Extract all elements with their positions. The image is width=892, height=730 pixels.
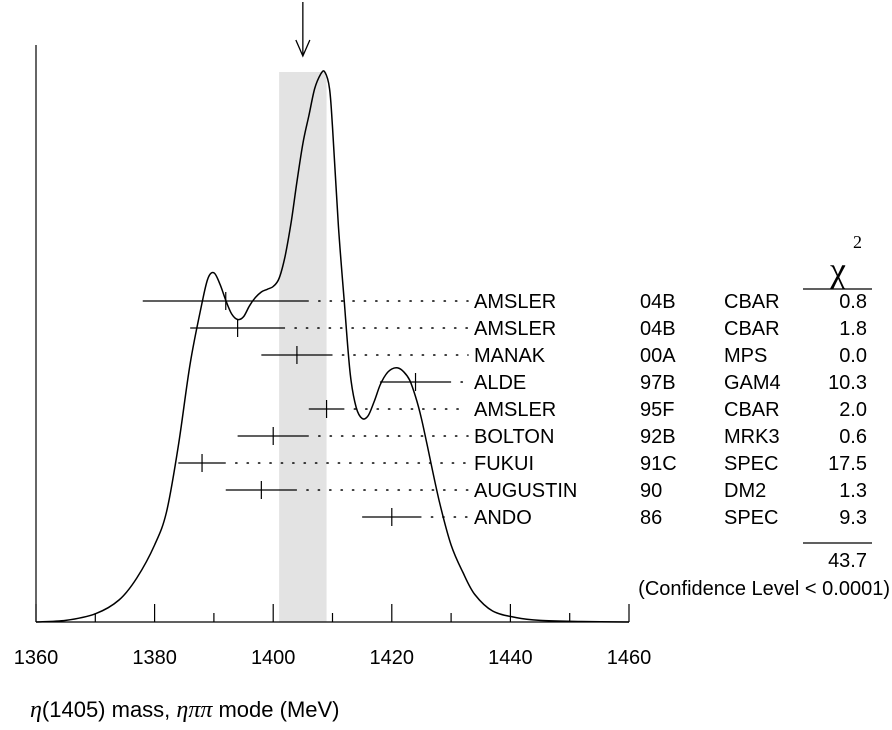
chi-square-header: χ 2: [803, 232, 872, 290]
year-label: 86: [640, 507, 662, 529]
measurement-row: AMSLER 04B CBAR 0.8: [142, 291, 867, 313]
experiment-label: SPEC: [724, 453, 778, 475]
x-tick-label: 1440: [488, 647, 533, 669]
x-tick-labels: 1360 1380 1400 1420 1440 1460: [14, 647, 652, 669]
experiment-label: GAM4: [724, 372, 781, 394]
x-tick-label: 1460: [607, 647, 652, 669]
experiment-label: MPS: [724, 345, 767, 367]
x-axis-label: η(1405) mass, ηππ mode (MeV): [30, 697, 340, 723]
year-label: 04B: [640, 318, 676, 340]
measurement-row: AUGUSTIN 90 DM2 1.3: [225, 480, 867, 502]
experiment-label: SPEC: [724, 507, 778, 529]
year-label: 91C: [640, 453, 677, 475]
chi2-value: 0.8: [839, 291, 867, 313]
average-band: [279, 72, 327, 622]
chi2-value: 17.5: [828, 453, 867, 475]
measurement-row: ANDO 86 SPEC 9.3: [362, 507, 867, 529]
chi2-value: 0.6: [839, 426, 867, 448]
chi2-value: 0.0: [839, 345, 867, 367]
x-tick-label: 1380: [132, 647, 177, 669]
arrow-head: [295, 39, 311, 58]
confidence-level: (Confidence Level < 0.0001): [638, 578, 890, 600]
year-label: 00A: [640, 345, 676, 367]
author-label: ALDE: [474, 372, 526, 394]
experiment-label: CBAR: [724, 291, 780, 313]
author-label: ANDO: [474, 507, 532, 529]
measurement-row: MANAK 00A MPS 0.0: [261, 345, 867, 367]
x-ticks: [35, 604, 630, 622]
chi2-value: 1.8: [839, 318, 867, 340]
author-label: AMSLER: [474, 399, 556, 421]
year-label: 90: [640, 480, 662, 502]
year-label: 04B: [640, 291, 676, 313]
x-tick-label: 1400: [251, 647, 296, 669]
chi-symbol: χ: [829, 250, 846, 290]
experiment-label: MRK3: [724, 426, 780, 448]
chi2-value: 1.3: [839, 480, 867, 502]
chi2-value: 9.3: [839, 507, 867, 529]
author-label: AMSLER: [474, 291, 556, 313]
experiment-label: CBAR: [724, 399, 780, 421]
ideogram-curve: [35, 70, 630, 623]
measurement-row: AMSLER 04B CBAR 1.8: [190, 318, 867, 340]
author-label: AUGUSTIN: [474, 480, 577, 502]
x-tick-label: 1360: [14, 647, 59, 669]
experiment-label: DM2: [724, 480, 766, 502]
arrow-marker: [295, 2, 311, 58]
experiment-label: CBAR: [724, 318, 780, 340]
author-label: AMSLER: [474, 318, 556, 340]
measurement-row: AMSLER 95F CBAR 2.0: [308, 399, 867, 421]
measurement-row: FUKUI 91C SPEC 17.5: [178, 453, 867, 475]
chi2-value: 10.3: [828, 372, 867, 394]
measurement-row: BOLTON 92B MRK3 0.6: [237, 426, 867, 448]
author-label: MANAK: [474, 345, 546, 367]
author-label: BOLTON: [474, 426, 554, 448]
x-tick-label: 1420: [370, 647, 415, 669]
author-label: FUKUI: [474, 453, 534, 475]
chi-square-total: 43.7: [828, 550, 867, 572]
year-label: 95F: [640, 399, 674, 421]
measurement-row: ALDE 97B GAM4 10.3: [379, 372, 867, 394]
chi2-value: 2.0: [839, 399, 867, 421]
measurement-rows: AMSLER 04B CBAR 0.8 AMSLER 04B CBAR 1.8 MANAK 00A…: [142, 291, 867, 529]
year-label: 92B: [640, 426, 676, 448]
chi-superscript: 2: [853, 232, 862, 252]
year-label: 97B: [640, 372, 676, 394]
